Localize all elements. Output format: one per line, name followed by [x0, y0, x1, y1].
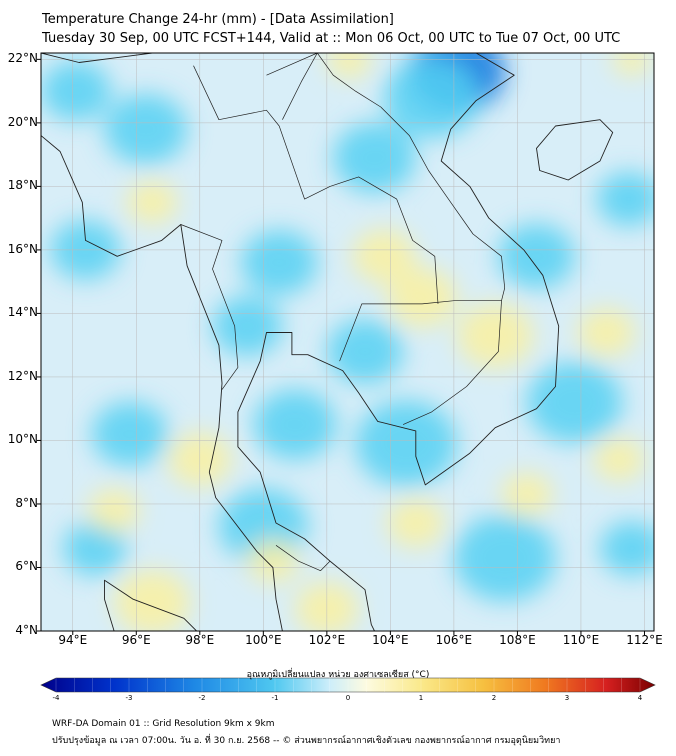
colorbar-title: อุณหภูมิเปลี่ยนแปลง หน่วย องศาเซลเซียส (… [246, 670, 430, 680]
temperature-anomaly-18 [596, 172, 654, 227]
lon-label: 98°E [185, 633, 215, 647]
lon-label: 100°E [245, 633, 282, 647]
temperature-anomaly-12 [526, 361, 623, 443]
temperature-anomaly-6 [241, 230, 318, 296]
graticule [41, 53, 654, 631]
temperature-anomaly-33 [88, 488, 140, 532]
lat-label: 10°N [7, 432, 38, 447]
colorbar-tick-label: -2 [198, 694, 206, 702]
temperature-anomaly-15 [453, 514, 556, 602]
temperature-anomaly-4 [104, 94, 188, 165]
country-border [266, 53, 506, 301]
country-border [193, 65, 439, 304]
lat-label: 6°N [15, 559, 38, 574]
lon-label: 104°E [372, 633, 409, 647]
temperature-anomaly-20 [387, 267, 458, 328]
temperature-anomaly-24 [247, 539, 299, 583]
lat-label: 20°N [7, 114, 38, 129]
colorbar-tick-label: 2 [491, 694, 497, 702]
hainan-coastline [536, 119, 614, 181]
map-frame [40, 52, 655, 632]
temperature-anomaly-21 [457, 303, 534, 369]
colorbar-tick-label: -4 [52, 694, 60, 702]
colorbar-tick-label: 1 [418, 694, 424, 702]
country-border [282, 53, 318, 120]
temperature-anomaly-9 [253, 389, 337, 460]
coastlines-borders [41, 53, 614, 631]
country-border [180, 224, 239, 390]
temperature-anomaly-13 [91, 401, 169, 467]
temperature-anomaly-28 [612, 53, 651, 76]
lon-label: 110°E [562, 633, 600, 647]
temperature-anomaly-32 [501, 472, 553, 517]
colorbar [40, 677, 656, 693]
lat-label: 18°N [7, 178, 38, 193]
country-border [275, 545, 331, 572]
colorbar-ticks [55, 678, 641, 692]
lat-label: 8°N [15, 495, 38, 510]
temperature-anomaly-10 [355, 400, 458, 487]
colorbar-tick-label: 4 [637, 694, 643, 702]
temperature-anomaly-17 [63, 521, 127, 576]
axis-ticks [37, 58, 645, 635]
colorbar-tick-label: 3 [564, 694, 570, 702]
lat-label: 4°N [15, 623, 38, 637]
lon-label: 106°E [435, 633, 473, 647]
colorbar-tick-label: 0 [345, 694, 351, 702]
lat-label: 14°N [7, 305, 38, 320]
lon-label: 94°E [58, 633, 88, 647]
colorbar-tick-label: -3 [125, 694, 133, 702]
lat-label: 12°N [7, 368, 38, 383]
colorbar-tick-label: -1 [271, 694, 279, 702]
footer-credit: ปรับปรุงข้อมูล ณ เวลา 07:00น. วัน อ. ที่… [52, 736, 561, 746]
chart-title: Temperature Change 24-hr (mm) - [Data As… [42, 12, 394, 27]
temperature-anomaly-30 [577, 308, 635, 357]
lat-label: 16°N [7, 241, 38, 256]
temperature-anomaly-3 [498, 223, 575, 289]
temperature-anomaly-7 [212, 296, 283, 356]
temperature-anomaly-16 [600, 521, 654, 576]
footer-model-info: WRF-DA Domain 01 :: Grid Resolution 9km … [52, 719, 275, 729]
lon-label: 112°E [626, 633, 663, 647]
lon-label: 96°E [121, 633, 151, 647]
temperature-anomaly-19 [352, 229, 416, 284]
chart-subtitle: Tuesday 30 Sep, 00 UTC FCST+144, Valid a… [42, 31, 621, 46]
temperature-anomaly-25 [114, 570, 191, 631]
temperature-anomaly-5 [41, 61, 111, 121]
temperature-anomaly-23 [387, 498, 445, 548]
mainland-coastline [41, 53, 560, 631]
sumatra-coastline [104, 579, 198, 631]
temperature-anomaly-1 [384, 56, 480, 138]
lon-label: 102°E [308, 633, 346, 647]
temperature-anomaly-2 [333, 122, 416, 193]
lon-label: 108°E [499, 633, 536, 647]
lat-label: 22°N [7, 51, 38, 66]
temperature-anomaly-11 [326, 319, 404, 384]
temperature-anomaly-22 [126, 180, 178, 224]
temperature-anomaly-31 [593, 437, 645, 482]
